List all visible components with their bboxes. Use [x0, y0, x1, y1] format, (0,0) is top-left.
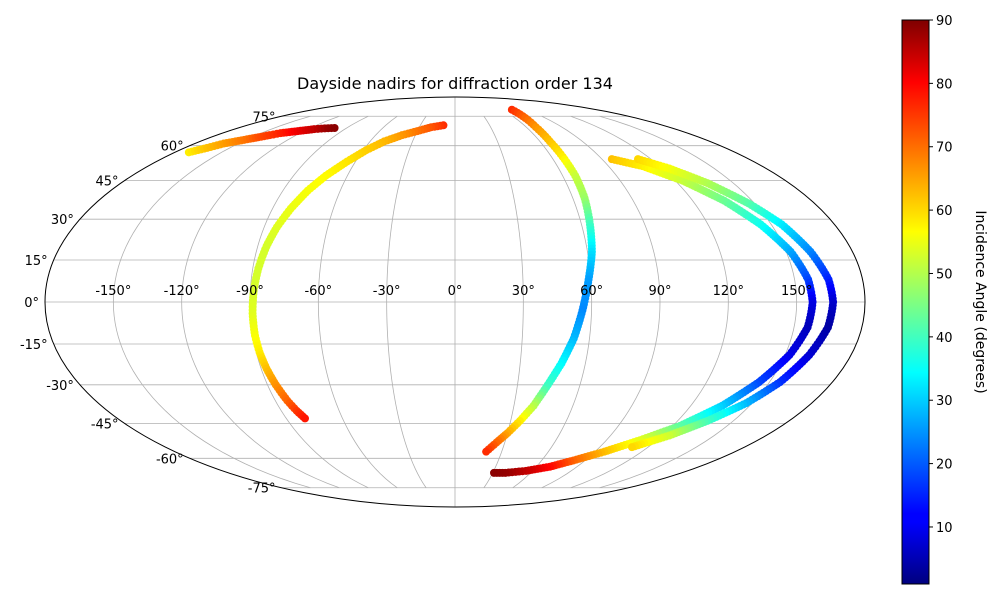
lon-tick-label: -60° — [304, 284, 332, 299]
lat-tick-label: 60° — [161, 140, 184, 155]
lon-tick-label: -150° — [95, 284, 131, 299]
colorbar-tick-label: 50 — [936, 267, 953, 282]
latitude-tick-labels: -75° -60° -45° -30° -15° 0° 15° 30° 45° 60° 75° — [20, 110, 276, 496]
grid-meridian — [181, 115, 340, 489]
colorbar-tick-label: 40 — [936, 331, 953, 346]
lat-tick-label: 30° — [51, 213, 74, 228]
chart-title: Dayside nadirs for diffraction order 134 — [297, 74, 613, 93]
colorbar-tick-label: 10 — [936, 521, 953, 536]
lat-tick-label: -60° — [156, 452, 184, 467]
lon-tick-label: 120° — [713, 284, 744, 299]
data-point — [627, 443, 636, 452]
lon-tick-label: -90° — [236, 284, 264, 299]
colorbar-tick-label: 20 — [936, 458, 953, 473]
grid-meridian — [541, 115, 661, 489]
data-point — [482, 447, 491, 456]
colorbar-label: Incidence Angle (degrees) — [972, 210, 988, 393]
lon-tick-label: 90° — [648, 284, 671, 299]
colorbar-gradient — [901, 19, 930, 585]
grid-meridian — [512, 115, 593, 489]
lon-tick-label: 0° — [448, 284, 463, 299]
lat-tick-label: -45° — [91, 417, 119, 432]
colorbar-ticks: 10 20 30 40 50 60 70 80 90 — [929, 14, 953, 536]
lon-tick-label: -120° — [164, 284, 200, 299]
colorbar: 10 20 30 40 50 60 70 80 90 Incidence Angle (degr… — [901, 14, 988, 585]
data-point — [330, 123, 339, 132]
grid-meridian — [599, 115, 798, 489]
lat-tick-label: 15° — [25, 254, 48, 269]
data-point — [301, 414, 310, 423]
map-boundary — [44, 96, 866, 508]
lon-tick-label: 30° — [512, 284, 535, 299]
data-points — [184, 105, 838, 477]
lat-tick-label: 75° — [252, 110, 275, 125]
grid-meridian — [386, 116, 427, 488]
longitude-tick-labels: -150° -120° -90° -60° -30° 0° 30° 60° 90° 120° 150… — [95, 284, 812, 299]
colorbar-tick-label: 80 — [936, 77, 953, 92]
colorbar-tick-label: 30 — [936, 394, 953, 409]
colorbar-tick-label: 60 — [936, 204, 953, 219]
lat-tick-label: -75° — [248, 482, 276, 497]
lat-tick-label: 0° — [24, 296, 39, 311]
data-point — [490, 468, 499, 477]
lon-tick-label: 150° — [781, 284, 812, 299]
lat-tick-label: -30° — [46, 379, 74, 394]
colorbar-tick-label: 70 — [936, 141, 953, 156]
lat-tick-label: -15° — [20, 338, 48, 353]
colorbar-tick-label: 90 — [936, 14, 953, 29]
lat-tick-label: 45° — [96, 175, 119, 190]
grid-meridian — [112, 115, 311, 489]
graticule — [45, 97, 865, 507]
grid-meridian — [317, 115, 398, 489]
lon-tick-label: -30° — [373, 284, 401, 299]
lon-tick-label: 60° — [580, 284, 603, 299]
